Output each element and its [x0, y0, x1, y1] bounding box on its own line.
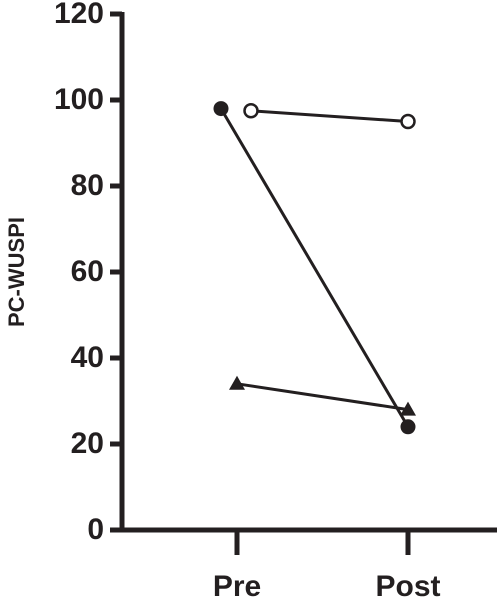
- series-line: [219, 107, 410, 428]
- series-line: [250, 109, 409, 123]
- y-axis-label: PC-WUSPI: [4, 217, 29, 327]
- marker: [400, 113, 416, 130]
- x-tick-label: Post: [375, 570, 440, 603]
- marker: [400, 419, 416, 435]
- x-tick-label: Pre: [213, 570, 261, 603]
- y-tick-label: 80: [71, 169, 104, 202]
- marker: [400, 401, 416, 416]
- y-tick-label: 120: [54, 0, 104, 30]
- y-tick-label: 0: [87, 513, 104, 546]
- series-line: [236, 382, 409, 412]
- marker: [213, 101, 229, 117]
- marker: [243, 103, 259, 119]
- y-tick-label: 100: [54, 83, 104, 116]
- marker: [229, 375, 245, 390]
- y-tick-label: 40: [71, 341, 104, 374]
- y-tick-label: 20: [71, 427, 104, 460]
- y-tick-label: 60: [71, 255, 104, 288]
